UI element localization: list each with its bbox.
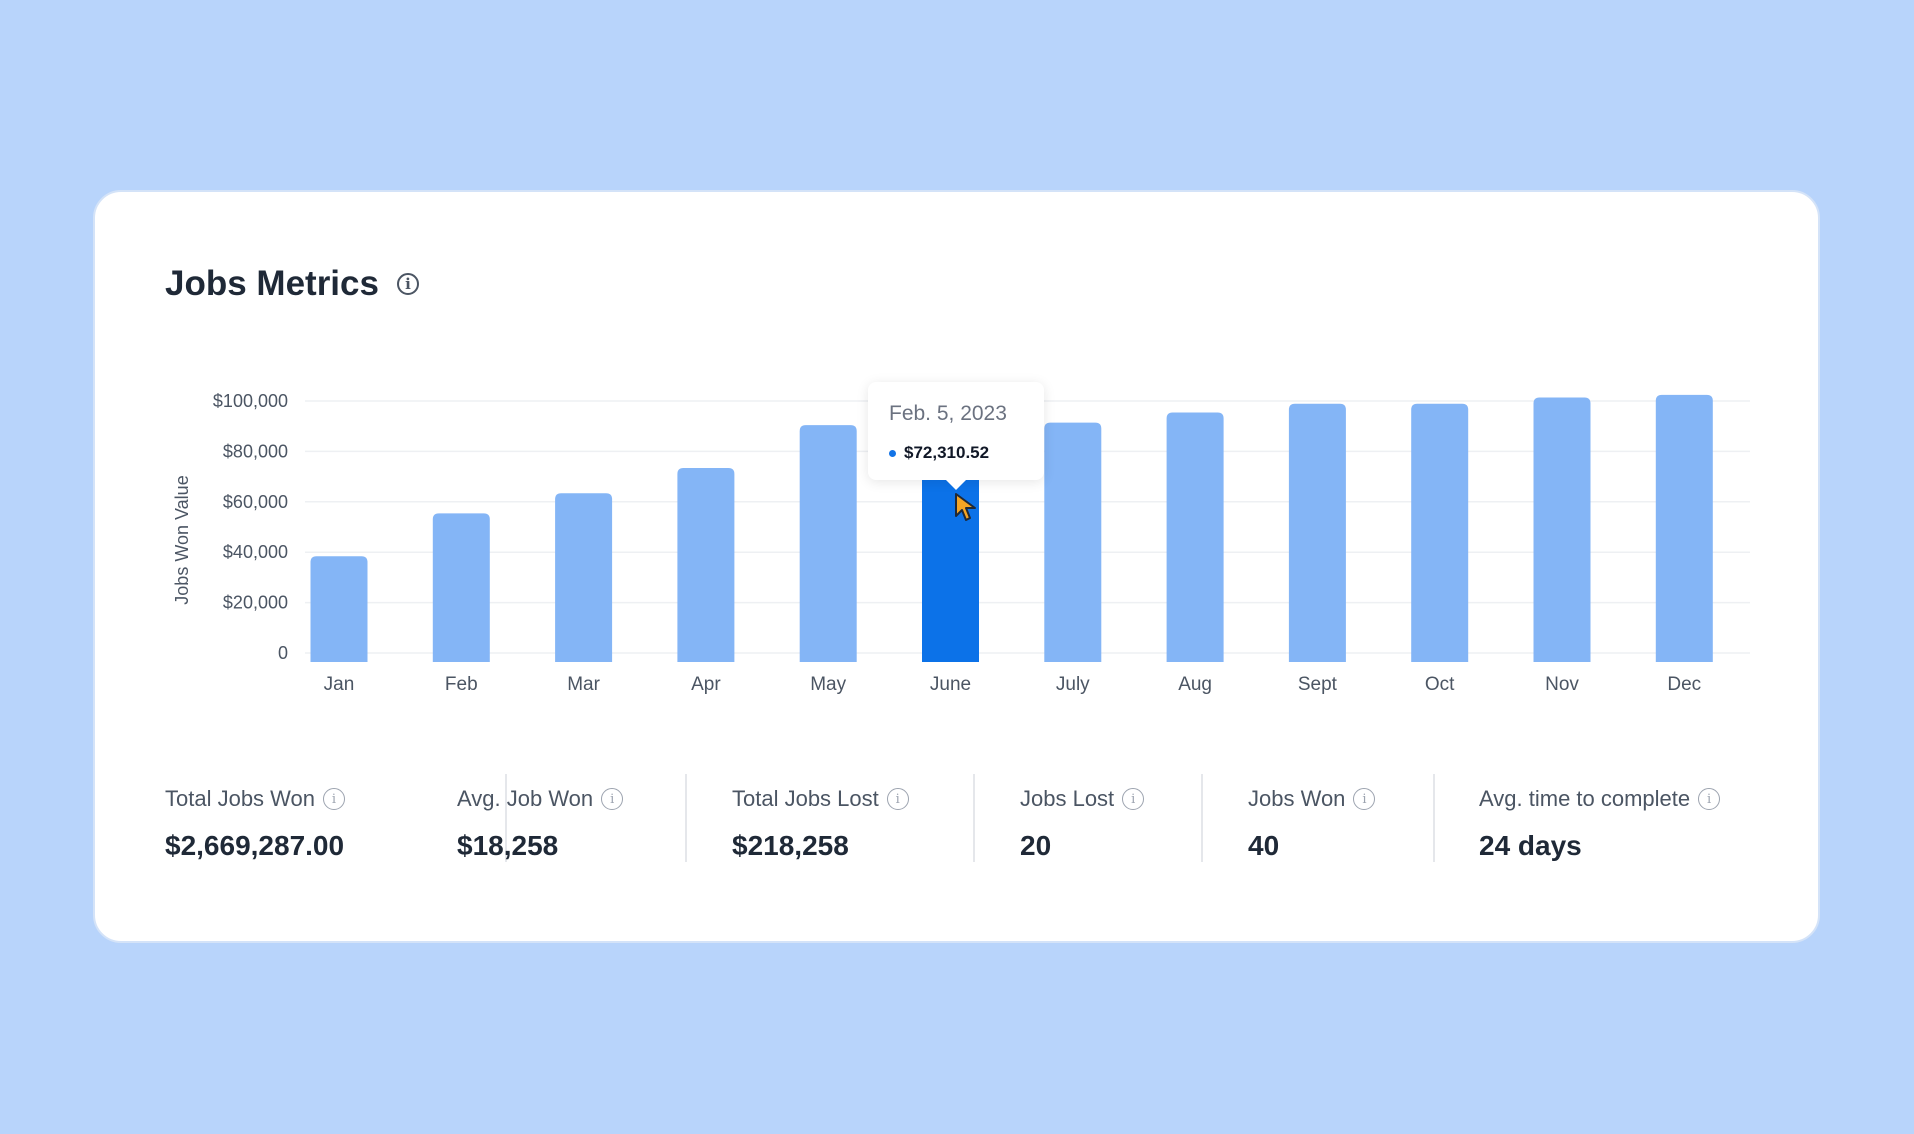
stat-value: 24 days bbox=[1479, 830, 1582, 861]
y-tick-label: $40,000 bbox=[223, 542, 288, 562]
bar-sept[interactable] bbox=[1288, 403, 1346, 662]
y-tick-label: $20,000 bbox=[223, 593, 288, 613]
tooltip-date: Feb. 5, 2023 bbox=[889, 402, 1007, 425]
stat-jobs-lost: Jobs Lost i 20 bbox=[1020, 784, 1145, 862]
divider bbox=[973, 774, 975, 862]
stat-value: $2,669,287.00 bbox=[165, 830, 345, 861]
card-title: Jobs Metrics bbox=[165, 264, 379, 303]
stat-total-jobs-won: Total Jobs Won i $2,669,287.00 bbox=[165, 784, 346, 862]
info-icon[interactable]: i bbox=[396, 273, 419, 295]
stat-avg-time-to-complete: Avg. time to complete i 24 days bbox=[1479, 784, 1721, 862]
stat-total-jobs-lost: Total Jobs Lost i $218,258 bbox=[732, 784, 909, 862]
y-tick-label: $80,000 bbox=[223, 441, 288, 461]
x-tick-label: Nov bbox=[1545, 674, 1579, 695]
y-tick-label: 0 bbox=[278, 643, 288, 663]
x-tick-label: Jan bbox=[324, 674, 355, 695]
stat-jobs-won: Jobs Won i 40 bbox=[1248, 784, 1376, 862]
chart-tooltip: Feb. 5, 2023 $72,310.52 bbox=[868, 382, 1044, 490]
bar-july[interactable] bbox=[1044, 422, 1102, 662]
bar-apr[interactable] bbox=[677, 468, 735, 662]
x-tick-label: Oct bbox=[1425, 674, 1455, 695]
card-header: Jobs Metrics i bbox=[165, 264, 419, 304]
info-icon[interactable]: i bbox=[886, 788, 909, 810]
x-tick-label: Feb bbox=[445, 674, 478, 695]
tooltip-value: $72,310.52 bbox=[904, 443, 990, 462]
divider bbox=[505, 774, 507, 862]
x-tick-label: Apr bbox=[691, 674, 721, 695]
divider bbox=[1433, 774, 1435, 862]
stat-label: Total Jobs Won bbox=[165, 786, 316, 811]
stat-label: Avg. time to complete bbox=[1479, 786, 1691, 811]
y-tick-label: $100,000 bbox=[213, 391, 288, 411]
divider bbox=[1201, 774, 1203, 862]
bar-dec[interactable] bbox=[1655, 394, 1713, 662]
bar-mar[interactable] bbox=[555, 493, 613, 662]
info-icon[interactable]: i bbox=[1698, 788, 1721, 810]
stat-value: $218,258 bbox=[732, 830, 849, 861]
stat-label: Total Jobs Lost bbox=[732, 786, 879, 811]
stat-avg-job-won: Avg. Job Won i $18,258 bbox=[457, 784, 624, 862]
bar-oct[interactable] bbox=[1411, 403, 1469, 662]
x-tick-label: Aug bbox=[1178, 674, 1212, 695]
stat-value: $18,258 bbox=[457, 830, 559, 861]
stat-label: Avg. Job Won bbox=[457, 786, 594, 811]
bar-nov[interactable] bbox=[1533, 397, 1591, 662]
x-tick-label: Sept bbox=[1298, 674, 1338, 695]
pointer-cursor-icon bbox=[955, 493, 976, 521]
x-tick-label: Mar bbox=[567, 674, 600, 695]
bar-jan[interactable] bbox=[310, 556, 368, 662]
bar-aug[interactable] bbox=[1166, 412, 1224, 662]
stat-value: 20 bbox=[1020, 830, 1052, 861]
y-axis-label: Jobs Won Value bbox=[172, 475, 192, 604]
stat-label: Jobs Lost bbox=[1020, 786, 1115, 811]
stats-row: Total Jobs Won i $2,669,287.00 Avg. Job … bbox=[165, 774, 1765, 874]
info-icon[interactable]: i bbox=[601, 788, 624, 810]
x-tick-label: July bbox=[1056, 674, 1090, 695]
divider bbox=[685, 774, 687, 862]
y-tick-label: $60,000 bbox=[223, 492, 288, 512]
jobs-metrics-card: Jobs Metrics i 0 $20,000 $40,000 $60,000 $80… bbox=[93, 190, 1820, 943]
x-tick-label: Dec bbox=[1667, 674, 1701, 695]
info-icon[interactable]: i bbox=[1122, 788, 1145, 810]
info-icon[interactable]: i bbox=[1353, 788, 1376, 810]
bar-feb[interactable] bbox=[432, 513, 490, 662]
jobs-won-bar-chart: 0 $20,000 $40,000 $60,000 $80,000 $100,000 Ja… bbox=[172, 391, 1750, 695]
bar-june[interactable] bbox=[922, 474, 979, 662]
stat-value: 40 bbox=[1248, 830, 1280, 861]
bar-may[interactable] bbox=[799, 425, 857, 662]
x-tick-label: May bbox=[810, 674, 846, 695]
info-icon[interactable]: i bbox=[323, 788, 346, 810]
x-tick-label: June bbox=[930, 674, 971, 695]
series-dot-icon bbox=[889, 449, 896, 457]
stat-label: Jobs Won bbox=[1248, 786, 1346, 811]
